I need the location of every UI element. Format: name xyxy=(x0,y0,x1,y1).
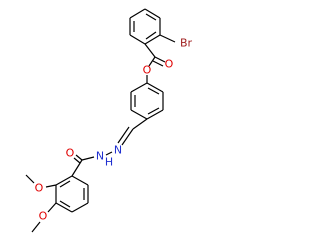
atom-label: O xyxy=(165,58,174,71)
atom-label: Br xyxy=(180,37,193,50)
atom-label: H xyxy=(105,156,113,169)
atom-label: O xyxy=(66,147,75,160)
atom-label: O xyxy=(35,182,44,195)
molecule-diagram: Br O O N N H O O O xyxy=(25,8,193,233)
bonds xyxy=(25,8,176,233)
atom-label: N xyxy=(96,150,104,163)
atom-label: O xyxy=(143,64,152,77)
atom-label: O xyxy=(39,210,48,223)
atom-label: N xyxy=(114,144,122,157)
